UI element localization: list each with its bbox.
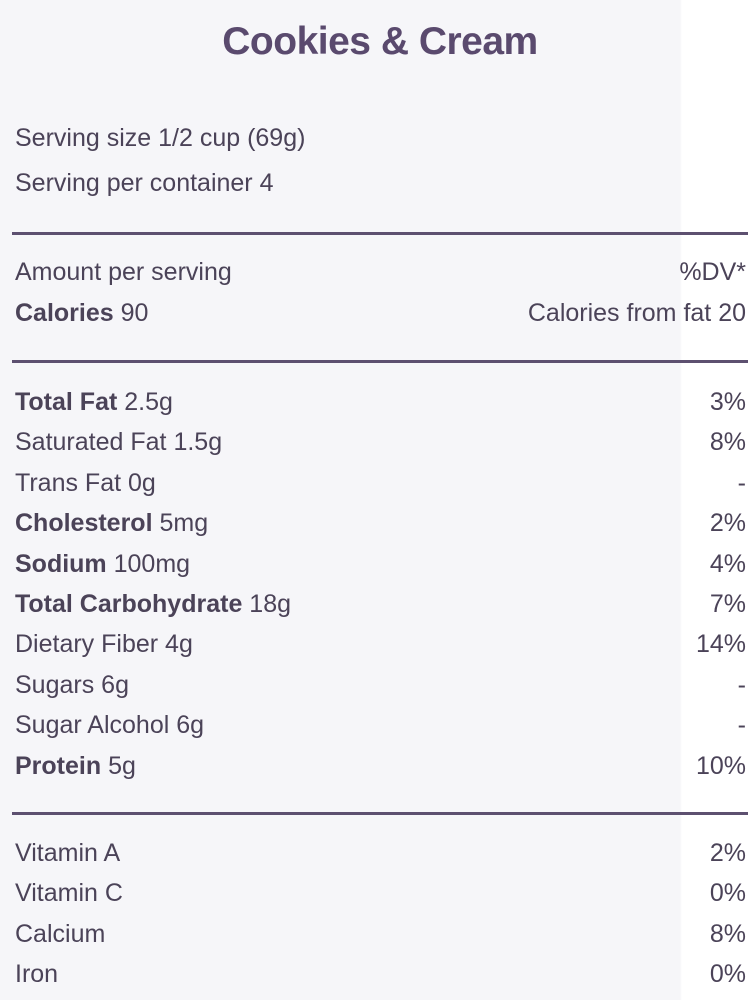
divider	[12, 232, 748, 235]
daily-value: 2%	[709, 839, 746, 867]
nutrient-name: Vitamin C	[15, 878, 123, 908]
table-row: Sugar Alcohol 6g -	[15, 710, 746, 740]
nutrient-label: Sodium	[15, 549, 107, 578]
table-row: Calcium 8%	[15, 919, 746, 949]
daily-value: 3%	[709, 388, 746, 416]
nutrient-name: Saturated Fat 1.5g	[15, 427, 222, 457]
nutrient-label: Total Carbohydrate	[15, 590, 243, 618]
nutrient-label: Trans Fat	[15, 468, 122, 497]
page-title: Cookies & Cream	[222, 20, 538, 63]
nutrient-label: Iron	[15, 960, 59, 989]
nutrient-name: Sodium 100mg	[15, 549, 190, 579]
table-row: Vitamin A 2%	[15, 838, 746, 868]
daily-value: -	[737, 670, 746, 699]
daily-value: 4%	[709, 549, 746, 578]
daily-value: 8%	[709, 428, 746, 457]
nutrient-label: Sugars	[15, 670, 95, 699]
table-row: Total Fat 2.5g 3%	[15, 387, 746, 417]
nutrient-label: Protein	[15, 751, 102, 780]
nutrient-name: Total Fat 2.5g	[15, 387, 173, 417]
nutrient-label: Dietary Fiber	[15, 630, 159, 659]
table-row: Total Carbohydrate 18g 7%	[15, 589, 746, 619]
serving-size-text: Serving size 1/2 cup (69g)	[15, 124, 306, 152]
table-row: Cholesterol 5mg 2%	[15, 508, 746, 538]
nutrient-amount: 5g	[108, 751, 136, 780]
dv-header: %DV*	[679, 258, 746, 286]
daily-value: -	[737, 711, 746, 740]
divider	[12, 360, 748, 363]
daily-value: 10%	[695, 751, 746, 780]
nutrient-amount: 5mg	[159, 509, 209, 538]
nutrient-name: Total Carbohydrate 18g	[15, 589, 291, 619]
nutrient-label: Vitamin A	[15, 839, 121, 867]
amount-label: Amount per serving	[15, 258, 232, 286]
calories-value: 90	[120, 299, 149, 327]
nutrient-label: Cholesterol	[15, 509, 153, 538]
nutrient-label: Sugar Alcohol	[15, 711, 170, 740]
nutrient-name: Sugar Alcohol 6g	[15, 710, 204, 740]
table-row: Saturated Fat 1.5g 8%	[15, 427, 746, 457]
nutrient-amount: 6g	[176, 711, 205, 740]
servings-text: Serving per container 4	[15, 169, 274, 197]
serving-size: Serving size 1/2 cup (69g)	[15, 123, 746, 153]
nutrient-amount: 0g	[128, 468, 156, 497]
calories-label: Calories	[15, 299, 114, 327]
nutrient-name: Dietary Fiber 4g	[15, 629, 193, 659]
daily-value: 8%	[709, 919, 746, 948]
nutrient-amount: 2.5g	[124, 388, 173, 416]
nutrient-label: Calcium	[15, 919, 106, 948]
nutrient-amount: 1.5g	[173, 428, 223, 457]
amount-header: Amount per serving %DV*	[15, 257, 746, 287]
table-row: Sugars 6g -	[15, 670, 746, 700]
daily-value: 0%	[709, 879, 746, 908]
calories-from-fat: Calories from fat 20	[527, 299, 746, 327]
table-row: Trans Fat 0g -	[15, 468, 746, 498]
daily-value: 7%	[709, 590, 746, 618]
nutrient-name: Iron	[15, 959, 58, 989]
nutrient-name: Trans Fat 0g	[15, 468, 156, 498]
nutrient-amount: 6g	[101, 670, 129, 699]
nutrient-name: Protein 5g	[15, 751, 136, 781]
table-row: Dietary Fiber 4g 14%	[15, 629, 746, 659]
table-row: Iron 0%	[15, 959, 746, 989]
calories-row: Calories 90 Calories from fat 20	[15, 298, 746, 328]
nutrient-label: Total Fat	[15, 388, 118, 416]
table-row: Vitamin C 0%	[15, 878, 746, 908]
nutrient-name: Cholesterol 5mg	[15, 508, 208, 538]
daily-value: 14%	[695, 630, 746, 659]
nutrient-amount: 18g	[249, 590, 292, 618]
daily-value: 2%	[709, 509, 746, 538]
nutrient-amount: 4g	[165, 630, 193, 659]
table-row: Sodium 100mg 4%	[15, 549, 746, 579]
table-row: Protein 5g 10%	[15, 751, 746, 781]
nutrient-name: Vitamin A	[15, 838, 120, 868]
divider	[12, 812, 748, 815]
daily-value: -	[737, 468, 746, 497]
nutrient-label: Saturated Fat	[15, 428, 167, 457]
nutrient-label: Vitamin C	[15, 879, 123, 908]
nutrient-amount: 100mg	[113, 549, 191, 578]
nutrient-name: Calcium	[15, 919, 105, 949]
nutrient-name: Sugars 6g	[15, 670, 129, 700]
servings-per-container: Serving per container 4	[15, 168, 746, 198]
daily-value: 0%	[709, 960, 746, 989]
